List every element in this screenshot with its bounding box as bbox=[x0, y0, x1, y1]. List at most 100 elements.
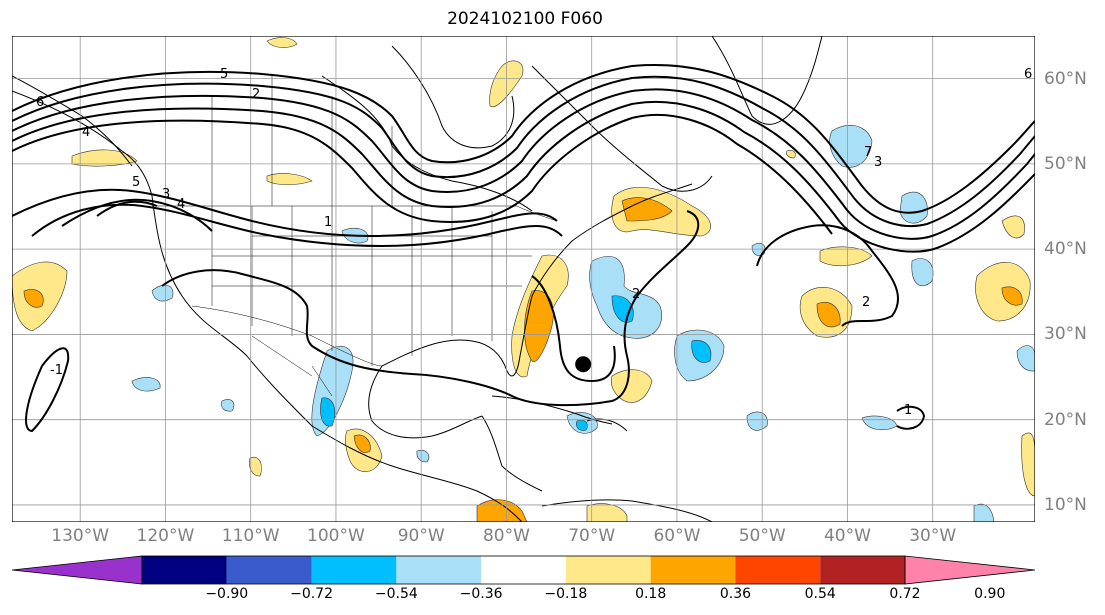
colorbar-tick-label: −0.90 bbox=[205, 586, 249, 602]
gulf-coastline bbox=[381, 183, 693, 377]
contour-line bbox=[12, 188, 558, 238]
contour-value-label: 6 bbox=[36, 95, 44, 110]
colorbar-segment bbox=[142, 556, 227, 584]
contour-value-label: 3 bbox=[874, 155, 882, 170]
negative-anomaly-region bbox=[416, 450, 430, 463]
mexico-coastline bbox=[368, 365, 483, 439]
colorbar-segment bbox=[650, 556, 736, 584]
latitude-tick-label: 10°N bbox=[1044, 494, 1087, 515]
contour-line bbox=[12, 113, 833, 235]
positive-anomaly-region bbox=[353, 434, 371, 453]
latitude-tick-label: 60°N bbox=[1044, 68, 1087, 89]
contour-value-label: 2 bbox=[632, 287, 640, 302]
labrador-coastline bbox=[531, 65, 713, 192]
state-borders bbox=[211, 206, 532, 366]
longitude-tick-label: 130°W bbox=[51, 526, 110, 546]
contour-line bbox=[12, 64, 1035, 214]
colorbar bbox=[12, 555, 1035, 585]
contour-line bbox=[25, 347, 70, 433]
negative-anomaly-region bbox=[320, 397, 335, 427]
colorbar-segment bbox=[565, 556, 651, 584]
contour-value-label: 1 bbox=[904, 403, 912, 418]
colorbar-segment bbox=[226, 556, 312, 584]
colorbar-tick-label: 0.36 bbox=[719, 586, 752, 602]
contour-value-label: 7 bbox=[864, 145, 872, 160]
longitude-tick-label: 120°W bbox=[136, 526, 195, 546]
coastlines bbox=[12, 36, 823, 522]
contour-line bbox=[756, 224, 900, 327]
contour-line bbox=[531, 275, 616, 383]
positive-anomaly-region bbox=[786, 150, 796, 159]
colorbar-segment bbox=[396, 556, 482, 584]
colorbar-tick-label: −0.36 bbox=[459, 586, 503, 602]
negative-anomaly-region bbox=[131, 377, 161, 392]
negative-anomaly-region bbox=[576, 419, 588, 431]
north-america-coastline bbox=[12, 90, 523, 522]
latitude-tick-label: 40°N bbox=[1044, 239, 1087, 260]
colorbar-outline bbox=[141, 555, 906, 585]
positive-anomaly-region bbox=[1001, 215, 1025, 239]
negative-anomaly-region bbox=[221, 399, 235, 412]
negative-anomaly-region bbox=[151, 284, 174, 302]
storm-center-marker bbox=[575, 356, 592, 373]
positive-anomaly-region bbox=[1001, 286, 1023, 306]
longitude-tick-label: 110°W bbox=[221, 526, 280, 546]
south-america-coastline bbox=[541, 499, 713, 522]
shaded-anomalies bbox=[12, 37, 1035, 522]
longitude-tick-label: 30°W bbox=[909, 526, 957, 546]
colorbar-tick-label: 0.90 bbox=[974, 586, 1006, 602]
contour-value-label: 5 bbox=[132, 175, 140, 190]
positive-anomaly-region bbox=[819, 246, 873, 266]
colorbar-tick-label: 0.72 bbox=[889, 586, 921, 602]
colorbar-segment bbox=[820, 556, 905, 584]
positive-anomaly-region bbox=[816, 302, 841, 328]
contour-value-label: 2 bbox=[252, 87, 260, 102]
negative-anomaly-region bbox=[589, 256, 662, 339]
longitude-tick-label: 50°W bbox=[738, 526, 786, 546]
contour-line bbox=[896, 405, 926, 430]
negative-anomaly-region bbox=[911, 258, 934, 286]
contour-value-label: -1 bbox=[50, 363, 63, 378]
colorbar-segment bbox=[311, 556, 397, 584]
contour-line bbox=[12, 100, 1035, 253]
colorbar-segment bbox=[481, 556, 566, 584]
longitude-tick-label: 80°W bbox=[482, 526, 530, 546]
negative-anomaly-region bbox=[746, 411, 768, 431]
colorbar-tick-label: −0.18 bbox=[544, 586, 588, 602]
contour-value-label: 4 bbox=[82, 125, 90, 140]
contour-value-label: 5 bbox=[220, 67, 228, 82]
colorbar-tick-label: 0.54 bbox=[804, 586, 836, 602]
longitude-tick-label: 70°W bbox=[568, 526, 616, 546]
latitude-tick-label: 50°N bbox=[1044, 153, 1087, 174]
negative-anomaly-region bbox=[691, 340, 712, 363]
contour-line bbox=[61, 198, 213, 232]
contour-value-label: 3 bbox=[162, 187, 170, 202]
canada-coastline bbox=[321, 75, 533, 212]
negative-anomaly-region bbox=[899, 191, 928, 224]
contour-line bbox=[31, 203, 563, 248]
colorbar-segment bbox=[735, 556, 821, 584]
longitude-tick-label: 40°W bbox=[823, 526, 871, 546]
contour-line bbox=[12, 75, 1035, 227]
longitude-tick-label: 60°W bbox=[653, 526, 701, 546]
alaska-coastline bbox=[12, 75, 133, 167]
positive-anomaly-region bbox=[1021, 432, 1035, 497]
contour-value-label: 2 bbox=[862, 295, 870, 310]
central-america-coastline bbox=[481, 415, 543, 492]
colorbar-extend-min bbox=[12, 555, 143, 585]
positive-anomaly-region bbox=[586, 503, 628, 522]
positive-anomaly-region bbox=[71, 149, 138, 167]
mexico-state-borders bbox=[251, 335, 333, 397]
contour-lines bbox=[12, 64, 1035, 433]
positive-anomaly-region bbox=[249, 456, 262, 477]
hudson-bay-coastline bbox=[391, 45, 515, 149]
colorbar-tick-label: 0.18 bbox=[635, 586, 667, 602]
contour-value-label: 1 bbox=[324, 215, 332, 230]
colorbar-extend-max bbox=[904, 555, 1035, 585]
contour-value-label: 6 bbox=[1024, 67, 1032, 82]
colorbar-tick-label: −0.72 bbox=[290, 586, 333, 602]
map-title: 2024102100 F060 bbox=[447, 9, 603, 29]
canada-province-borders bbox=[211, 76, 393, 206]
